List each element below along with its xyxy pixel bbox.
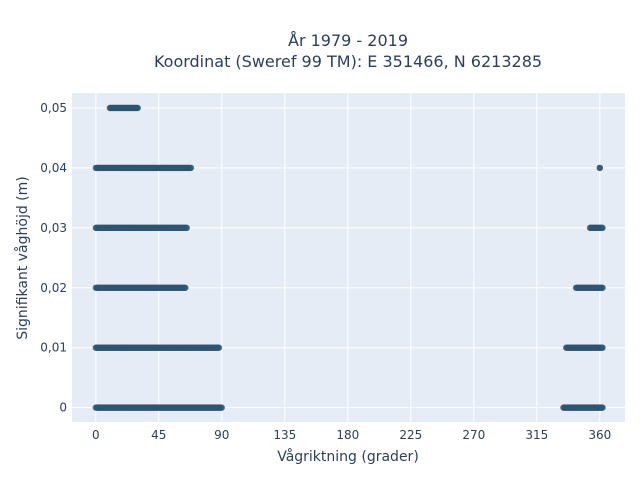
y-axis-title: Signifikant våghöjd (m) bbox=[14, 176, 31, 339]
x-tick-label: 225 bbox=[399, 428, 422, 442]
x-axis-title: Vågriktning (grader) bbox=[277, 448, 419, 465]
y-tick-label: 0,04 bbox=[40, 161, 67, 175]
y-tick-label: 0,05 bbox=[40, 101, 67, 115]
x-tick-label: 135 bbox=[273, 428, 296, 442]
x-tick-label: 90 bbox=[214, 428, 229, 442]
point-cluster bbox=[92, 164, 195, 172]
y-axis-ticks: 0 0,01 0,02 0,03 0,04 0,05 bbox=[40, 101, 67, 415]
x-tick-label: 180 bbox=[336, 428, 359, 442]
data-point bbox=[596, 164, 603, 172]
data-point bbox=[183, 224, 190, 232]
data-point bbox=[134, 104, 141, 112]
data-point bbox=[218, 404, 225, 411]
data-point bbox=[599, 404, 606, 411]
y-tick-label: 0,01 bbox=[40, 341, 67, 355]
point-cluster bbox=[92, 404, 225, 411]
point-cluster bbox=[563, 344, 606, 351]
point-cluster bbox=[560, 404, 606, 411]
point-cluster bbox=[92, 224, 190, 232]
data-point bbox=[599, 284, 606, 291]
grid-lines bbox=[72, 93, 625, 422]
x-tick-label: 45 bbox=[151, 428, 166, 442]
data-point bbox=[599, 344, 606, 351]
chart-title-line1: År 1979 - 2019 bbox=[288, 31, 408, 50]
x-tick-label: 315 bbox=[525, 428, 548, 442]
x-tick-label: 270 bbox=[462, 428, 485, 442]
chart-title-line2: Koordinat (Sweref 99 TM): E 351466, N 62… bbox=[154, 52, 542, 71]
data-point bbox=[187, 164, 195, 172]
data-point bbox=[215, 344, 223, 351]
plot-area bbox=[72, 93, 625, 422]
data-point bbox=[599, 224, 606, 232]
x-tick-label: 0 bbox=[92, 428, 100, 442]
point-cluster bbox=[92, 344, 223, 351]
y-tick-label: 0,02 bbox=[40, 281, 67, 295]
x-tick-label: 360 bbox=[588, 428, 611, 442]
point-cluster bbox=[596, 164, 603, 172]
x-axis-ticks: 0 45 90 135 180 225 270 315 360 bbox=[92, 428, 611, 442]
point-cluster bbox=[572, 284, 606, 291]
point-cluster bbox=[586, 224, 606, 232]
data-point bbox=[182, 284, 189, 291]
y-tick-label: 0 bbox=[59, 401, 67, 415]
point-cluster bbox=[106, 104, 141, 112]
point-cluster bbox=[92, 284, 189, 291]
data-points bbox=[92, 104, 606, 411]
y-tick-label: 0,03 bbox=[40, 221, 67, 235]
